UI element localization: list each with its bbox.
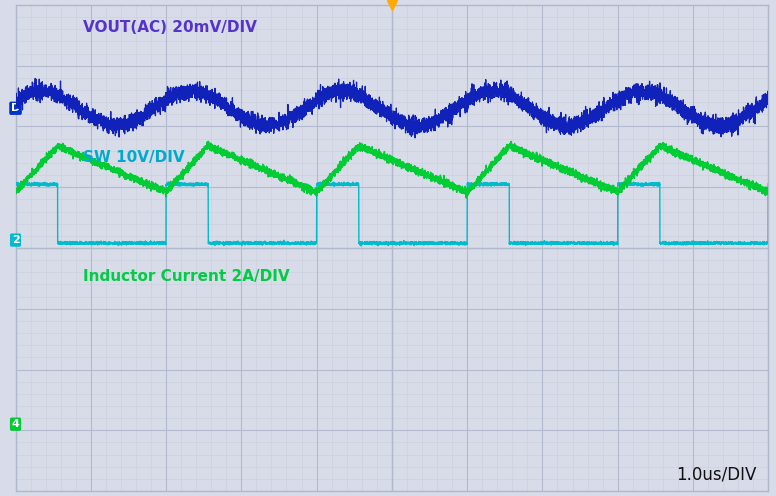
Text: 1.0us/DIV: 1.0us/DIV — [677, 466, 757, 484]
Text: 4: 4 — [12, 419, 19, 429]
Text: VOUT(AC) 20mV/DIV: VOUT(AC) 20mV/DIV — [83, 20, 257, 35]
Text: D: D — [11, 103, 20, 113]
Text: Inductor Current 2A/DIV: Inductor Current 2A/DIV — [83, 269, 290, 284]
Text: 2: 2 — [12, 235, 19, 245]
Text: SW 10V/DIV: SW 10V/DIV — [83, 150, 185, 165]
